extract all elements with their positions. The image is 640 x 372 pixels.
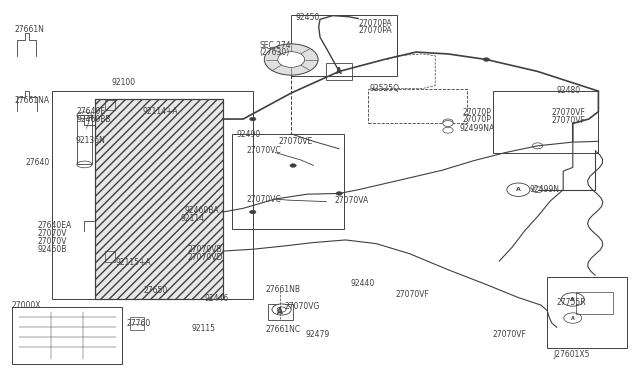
Circle shape: [264, 44, 318, 75]
Text: 27070VF: 27070VF: [493, 330, 527, 339]
Text: 27755R: 27755R: [557, 298, 586, 307]
Bar: [291, 15, 397, 76]
Circle shape: [507, 183, 530, 196]
Text: 92499NA: 92499NA: [460, 124, 495, 133]
Bar: [95, 99, 223, 299]
Text: 92460BB: 92460BB: [77, 115, 111, 124]
Bar: [12, 307, 122, 364]
Text: 27070VG: 27070VG: [285, 302, 320, 311]
Text: 27661NA: 27661NA: [14, 96, 49, 105]
Text: 92460B: 92460B: [37, 245, 67, 254]
Text: 27070VC: 27070VC: [246, 146, 281, 155]
Bar: [77, 115, 92, 164]
Bar: [493, 91, 598, 153]
Bar: [547, 277, 627, 348]
Circle shape: [561, 293, 584, 306]
Text: 92446: 92446: [205, 294, 229, 303]
Bar: [368, 89, 467, 123]
Circle shape: [443, 127, 453, 133]
Bar: [105, 100, 115, 110]
Text: (27630): (27630): [259, 48, 289, 57]
Circle shape: [278, 52, 305, 67]
Text: 27070PA: 27070PA: [358, 26, 392, 35]
Text: 27070VC: 27070VC: [246, 195, 281, 203]
Text: 27070P: 27070P: [462, 108, 491, 117]
Text: 27661NC: 27661NC: [266, 325, 301, 334]
Text: 27070PA: 27070PA: [358, 19, 392, 28]
Text: A: A: [571, 315, 575, 321]
Text: 27661NB: 27661NB: [266, 285, 301, 294]
Circle shape: [290, 164, 296, 167]
Circle shape: [483, 58, 490, 61]
Text: 27070VF: 27070VF: [552, 116, 586, 125]
Text: 27070V: 27070V: [37, 229, 67, 238]
Text: 27640E: 27640E: [77, 107, 106, 116]
Text: 92460BA: 92460BA: [184, 206, 219, 215]
Text: 27070P: 27070P: [462, 115, 491, 124]
Bar: [232, 134, 344, 229]
Text: 27650: 27650: [144, 286, 168, 295]
Text: A: A: [277, 307, 284, 316]
Text: 92450: 92450: [296, 13, 320, 22]
Circle shape: [272, 304, 291, 315]
Text: 27000X: 27000X: [12, 301, 41, 310]
Text: 27661N: 27661N: [14, 25, 44, 34]
Text: 92479: 92479: [306, 330, 330, 339]
Circle shape: [336, 192, 342, 195]
Text: 27070VA: 27070VA: [334, 196, 369, 205]
Text: J27601X5: J27601X5: [554, 350, 590, 359]
Circle shape: [250, 210, 256, 214]
Circle shape: [532, 187, 543, 193]
Text: 27640EA: 27640EA: [37, 221, 72, 230]
Text: SEC.274: SEC.274: [259, 41, 291, 50]
Bar: [105, 251, 115, 262]
Text: 92114+A: 92114+A: [142, 107, 178, 116]
Bar: [130, 317, 144, 330]
Text: A: A: [516, 187, 521, 192]
Text: 27070VD: 27070VD: [188, 253, 223, 262]
Text: 92499N: 92499N: [530, 185, 560, 194]
Bar: [576, 292, 613, 314]
Text: 27760: 27760: [127, 319, 151, 328]
Text: 27640: 27640: [26, 158, 50, 167]
Bar: [52, 91, 253, 299]
Circle shape: [532, 143, 543, 149]
Circle shape: [564, 313, 582, 323]
Text: 27070VF: 27070VF: [396, 290, 429, 299]
Text: 92525Q: 92525Q: [370, 84, 400, 93]
Circle shape: [250, 117, 256, 121]
Text: 92115+A: 92115+A: [115, 258, 151, 267]
Text: A: A: [570, 297, 575, 302]
Text: 27070V: 27070V: [37, 237, 67, 246]
Text: 92136N: 92136N: [76, 136, 106, 145]
Bar: [326, 63, 352, 80]
Text: 92440: 92440: [351, 279, 375, 288]
Text: 92114: 92114: [180, 214, 205, 223]
Text: 27070VF: 27070VF: [552, 108, 586, 117]
Text: 27070VE: 27070VE: [278, 137, 313, 146]
Text: 92490: 92490: [237, 130, 261, 139]
Text: 92115: 92115: [192, 324, 216, 333]
Text: A: A: [336, 67, 342, 76]
Circle shape: [443, 119, 453, 125]
Circle shape: [443, 121, 453, 126]
Text: 92480: 92480: [557, 86, 581, 94]
Bar: [268, 304, 293, 320]
Text: 27070VB: 27070VB: [188, 245, 222, 254]
Bar: [95, 99, 223, 299]
Text: 92100: 92100: [112, 78, 136, 87]
